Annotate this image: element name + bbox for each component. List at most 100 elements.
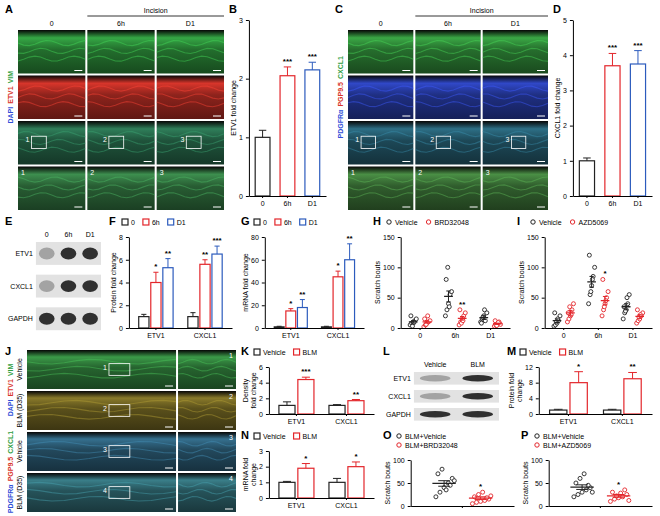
- inset-box: [436, 136, 450, 148]
- inset-number: 1: [26, 136, 30, 143]
- tick-mark: [266, 367, 269, 368]
- tick-label: 6h: [594, 332, 602, 339]
- axis-title-line: Scratch bouts: [374, 261, 381, 304]
- micrograph: [87, 167, 154, 211]
- panel-letter: M: [507, 345, 516, 357]
- tick-mark: [266, 398, 269, 399]
- significance: ***: [608, 43, 618, 52]
- axis-title-line: Density: [242, 378, 250, 402]
- blot-band: [82, 280, 98, 292]
- significance: **: [353, 390, 360, 399]
- tissue-fiber: [178, 455, 236, 460]
- x-tick: ETV1: [147, 328, 165, 339]
- stain-word: VIM: [7, 363, 14, 376]
- inset-number: 3: [486, 169, 490, 176]
- tissue-fiber: [178, 448, 236, 452]
- micrograph: [27, 391, 176, 430]
- tissue-fiber: [27, 448, 176, 453]
- micrograph: [415, 76, 480, 120]
- tick-label: 0: [418, 332, 422, 339]
- x-tick: 6h: [284, 196, 292, 207]
- inset-box: [109, 405, 130, 417]
- column-label: 0: [379, 20, 383, 27]
- y-axis: 02468: [119, 234, 129, 332]
- legend-label: BLM: [569, 349, 584, 356]
- tick-mark: [296, 414, 297, 416]
- stain-word: CXCL1: [7, 431, 14, 454]
- legend-label: D1: [177, 219, 186, 226]
- tick-mark: [536, 414, 539, 415]
- tissue-fiber: [178, 408, 236, 412]
- legend-swatch: [426, 220, 430, 224]
- panel-letter: G: [241, 215, 250, 227]
- tick-label: 0: [539, 503, 543, 510]
- bar: [200, 264, 210, 328]
- tick-mark: [262, 305, 265, 306]
- tick-mark: [246, 137, 249, 138]
- inset-box: [109, 487, 130, 499]
- axis-title-line: Scratch bouts: [384, 461, 391, 504]
- error-bar: [589, 276, 593, 287]
- tick-label: D1: [486, 332, 495, 339]
- bar: [305, 70, 320, 196]
- scale-bar: [213, 161, 221, 162]
- y-tick: 4: [259, 379, 269, 386]
- legend-label: AZD5069: [579, 219, 609, 226]
- x-tick: 6h: [451, 328, 459, 339]
- tick-mark: [408, 506, 411, 507]
- tissue-fiber: [87, 41, 154, 46]
- y-tick: 0: [401, 503, 411, 510]
- tick-mark: [536, 367, 539, 368]
- column-label: D1: [186, 20, 195, 27]
- inset-box: [511, 136, 525, 148]
- y-tick: 0: [239, 193, 249, 200]
- x-tick: ETV1: [560, 414, 578, 425]
- x-tick: CXCL1: [194, 328, 217, 339]
- x-axis: 0 6h D1: [401, 328, 510, 339]
- micrograph: [157, 76, 224, 120]
- tissue-fiber: [348, 56, 413, 61]
- y-tick: 4: [119, 279, 129, 286]
- x-axis: [549, 506, 652, 508]
- axis-line: [269, 414, 374, 415]
- column-label: 0: [50, 20, 54, 27]
- point: [589, 290, 593, 294]
- micrograph: [27, 350, 176, 389]
- inset-box: [31, 136, 46, 148]
- bar: [280, 76, 295, 196]
- panel: FProtein fold change02468ETV1CXCL1******…: [109, 215, 233, 339]
- tick-label: ETV1: [288, 418, 306, 425]
- axis-title-line: change: [516, 379, 524, 402]
- bar: [286, 311, 296, 328]
- tick-label: 20: [251, 302, 259, 309]
- tissue-fiber: [483, 139, 548, 144]
- tissue-fiber: [483, 41, 548, 46]
- tick-label: 0: [401, 503, 405, 510]
- y-tick: 80: [251, 234, 265, 241]
- error-bar: [288, 309, 293, 311]
- tissue-fiber: [157, 41, 224, 46]
- error-bar: [283, 481, 291, 483]
- tissue-fiber: [415, 139, 480, 144]
- tissue-fiber: [87, 139, 154, 144]
- y-tick: 100: [393, 457, 411, 464]
- tick-mark: [546, 483, 549, 484]
- tick-label: 2: [259, 463, 263, 470]
- axis-line: [269, 368, 270, 415]
- tick-mark: [570, 196, 573, 197]
- error-bar: [283, 402, 291, 406]
- legend-swatch: [294, 433, 300, 439]
- x-axis: ETV1CXCL1: [269, 498, 374, 509]
- column-label: 6h: [117, 20, 125, 27]
- legend-swatch: [531, 220, 535, 224]
- tick-label: 0: [259, 495, 263, 502]
- point: [446, 265, 450, 269]
- tick-label: 50: [535, 480, 543, 487]
- point: [443, 314, 447, 318]
- panel-letter: E: [5, 215, 12, 227]
- significance: **: [459, 300, 466, 309]
- tick-mark: [296, 498, 297, 500]
- tissue-fiber: [87, 102, 154, 107]
- inset-number: 1: [21, 169, 25, 176]
- stain-label: PDGFRαPGP9.5CXCL1: [337, 56, 344, 138]
